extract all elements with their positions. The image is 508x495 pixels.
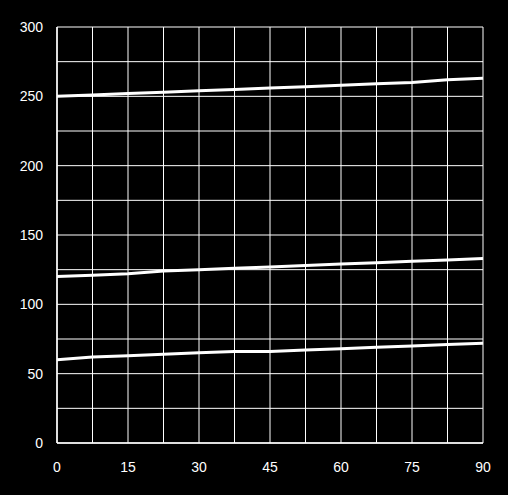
y-tick-label: 300 [20,19,44,35]
grid [57,27,483,443]
grid-line-y [57,165,483,166]
y-tick-label: 200 [20,158,44,174]
x-tick-label: 60 [333,459,349,475]
y-tick-label: 0 [35,435,43,451]
x-axis-line [57,442,483,444]
line-series [57,78,483,96]
background [0,0,508,495]
chart-container: 0 15 30 45 60 75 90 0 50 100 150 200 250 300 [0,0,508,495]
x-tick-label: 30 [191,459,207,475]
grid-line-y [57,373,483,374]
y-tick-label: 100 [20,296,44,312]
y-tick-label: 150 [20,227,44,243]
grid-line-y [57,304,483,305]
x-tick-label: 90 [475,459,491,475]
x-tick-label: 45 [262,459,278,475]
x-tick-label: 0 [53,459,61,475]
y-tick-label: 50 [27,366,43,382]
grid-line-y [57,235,483,236]
y-axis-line [56,27,58,443]
grid-line-y [57,27,483,28]
plot-area [57,78,483,359]
grid-line-y [57,96,483,97]
line-series [57,259,483,277]
x-tick-label: 75 [404,459,420,475]
grid-line-y [57,443,483,444]
chart-svg: 0 15 30 45 60 75 90 0 50 100 150 200 250 300 [0,0,508,495]
y-tick-label: 250 [20,88,44,104]
line-series [57,343,483,360]
grid-line-x [57,27,58,443]
x-tick-label: 15 [120,459,136,475]
